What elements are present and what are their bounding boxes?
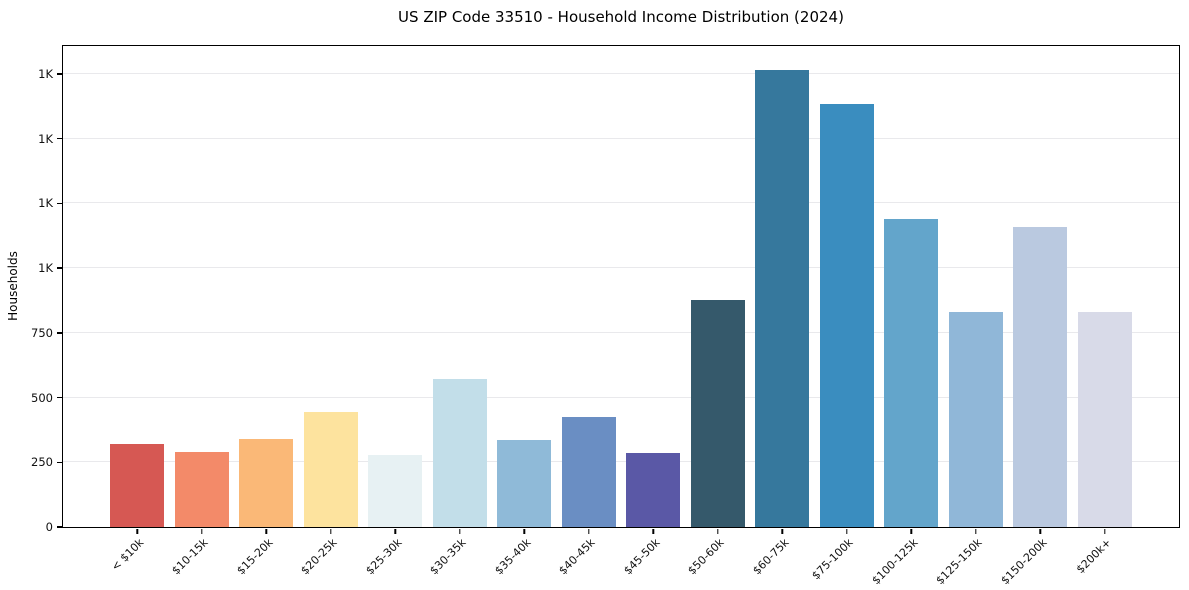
bar-slot: $10-15k [170, 46, 235, 577]
x-tick-mark [652, 528, 654, 534]
bar-200k [1077, 312, 1132, 527]
bar-slot: $35-40k [492, 46, 557, 577]
x-tick-mark [846, 528, 848, 534]
gridline [63, 137, 1179, 139]
x-tick-mark [1039, 528, 1041, 534]
y-tick-mark [57, 461, 62, 463]
bar-slot: $200k+ [1073, 46, 1138, 576]
x-tick-label: $125-150k [933, 536, 985, 588]
bar-100-125k [884, 218, 939, 527]
y-tick-mark [57, 138, 62, 140]
x-tick-mark [975, 528, 977, 534]
x-tick-mark [394, 528, 396, 534]
x-tick-label: $10-15k [169, 536, 211, 578]
y-tick-label: 750 [31, 325, 53, 340]
y-tick-mark [57, 267, 62, 269]
y-tick-label: 500 [31, 390, 53, 405]
bar-slot: $25-30k [363, 46, 428, 577]
x-tick-label: $45-50k [621, 536, 663, 578]
bar-slot: $100-125k [869, 46, 944, 587]
x-tick-mark [1104, 528, 1106, 534]
bar-slot: $40-45k [557, 46, 622, 577]
gridline [63, 331, 1179, 333]
bar-slot: < $10k [105, 46, 170, 574]
x-tick-mark [265, 528, 267, 534]
bar-slot: $30-35k [428, 46, 493, 577]
bar-125-150k [948, 312, 1003, 527]
y-tick-mark [57, 202, 62, 205]
bar-50-60k [690, 300, 745, 527]
y-tick-label: 1K [38, 261, 53, 276]
bar-60-75k [755, 70, 810, 527]
bar-10-15k [174, 451, 229, 527]
x-tick-mark [330, 528, 332, 534]
plot-area: 0 250 500 750 1K 1K 1K 1K < $10k $10-15k $15-20k $… [31, 45, 1180, 587]
x-tick-mark [910, 528, 912, 534]
bar-40-45k [561, 416, 616, 527]
bar-15-20k [239, 438, 294, 527]
y-tick-label: 1K [38, 66, 53, 81]
bar-20-25k [303, 411, 358, 527]
x-tick-label: < $10k [108, 536, 147, 574]
bar-slot: $75-100k [810, 46, 880, 582]
x-tick-label: $30-35k [427, 536, 469, 578]
bars-row: < $10k $10-15k $15-20k $20-25k $25-30k $30-35… [63, 46, 1179, 587]
bar-slot: $45-50k [621, 46, 686, 577]
bar-slot: $50-60k [686, 46, 751, 577]
bar-25-30k [368, 454, 423, 527]
x-tick-label: $75-100k [809, 536, 856, 583]
y-tick-label: 1K [38, 196, 53, 211]
y-tick-label: 250 [31, 455, 53, 470]
gridline [63, 461, 1179, 463]
gridline [63, 396, 1179, 398]
y-tick-label: 0 [45, 520, 53, 534]
x-tick-label: $25-30k [363, 536, 405, 578]
chart-title: US ZIP Code 33510 - Household Income Dis… [398, 8, 844, 26]
gridline [63, 202, 1179, 204]
y-tick-mark [57, 73, 62, 75]
gridline [63, 72, 1179, 74]
gridline [63, 267, 1179, 269]
y-tick-mark [57, 526, 62, 528]
y-tick-label: 1K [38, 131, 53, 146]
bar-slot: $60-75k [750, 46, 815, 577]
x-tick-label: $40-45k [556, 536, 598, 578]
bar-slot: $20-25k [299, 46, 364, 577]
bar-45-50k [626, 453, 681, 527]
x-tick-mark [588, 528, 590, 534]
x-tick-mark [136, 528, 138, 534]
bar-slot: $125-150k [934, 46, 1009, 587]
bar-slot: $15-20k [234, 46, 299, 577]
y-tick-mark [57, 332, 62, 334]
x-tick-label: $60-75k [750, 536, 792, 578]
x-tick-label: $150-200k [998, 536, 1050, 588]
bar-30-35k [432, 379, 487, 527]
x-tick-label: $200k+ [1073, 536, 1114, 577]
bar-slot: $150-200k [998, 46, 1073, 587]
x-tick-mark [459, 528, 461, 534]
y-axis-label: Households [6, 251, 20, 321]
x-tick-mark [201, 528, 203, 534]
bar-35-40k [497, 440, 552, 527]
x-tick-label: $100-125k [869, 536, 921, 588]
x-tick-mark [781, 528, 783, 534]
x-tick-label: $15-20k [234, 536, 276, 578]
bar-150-200k [1013, 226, 1068, 527]
x-tick-label: $20-25k [298, 536, 340, 578]
bar-10k [110, 444, 165, 527]
x-tick-mark [717, 528, 719, 534]
x-tick-label: $35-40k [492, 536, 534, 578]
bar-75-100k [819, 103, 874, 527]
x-tick-mark [523, 528, 525, 534]
y-tick-mark [57, 396, 62, 399]
x-tick-label: $50-60k [685, 536, 727, 578]
